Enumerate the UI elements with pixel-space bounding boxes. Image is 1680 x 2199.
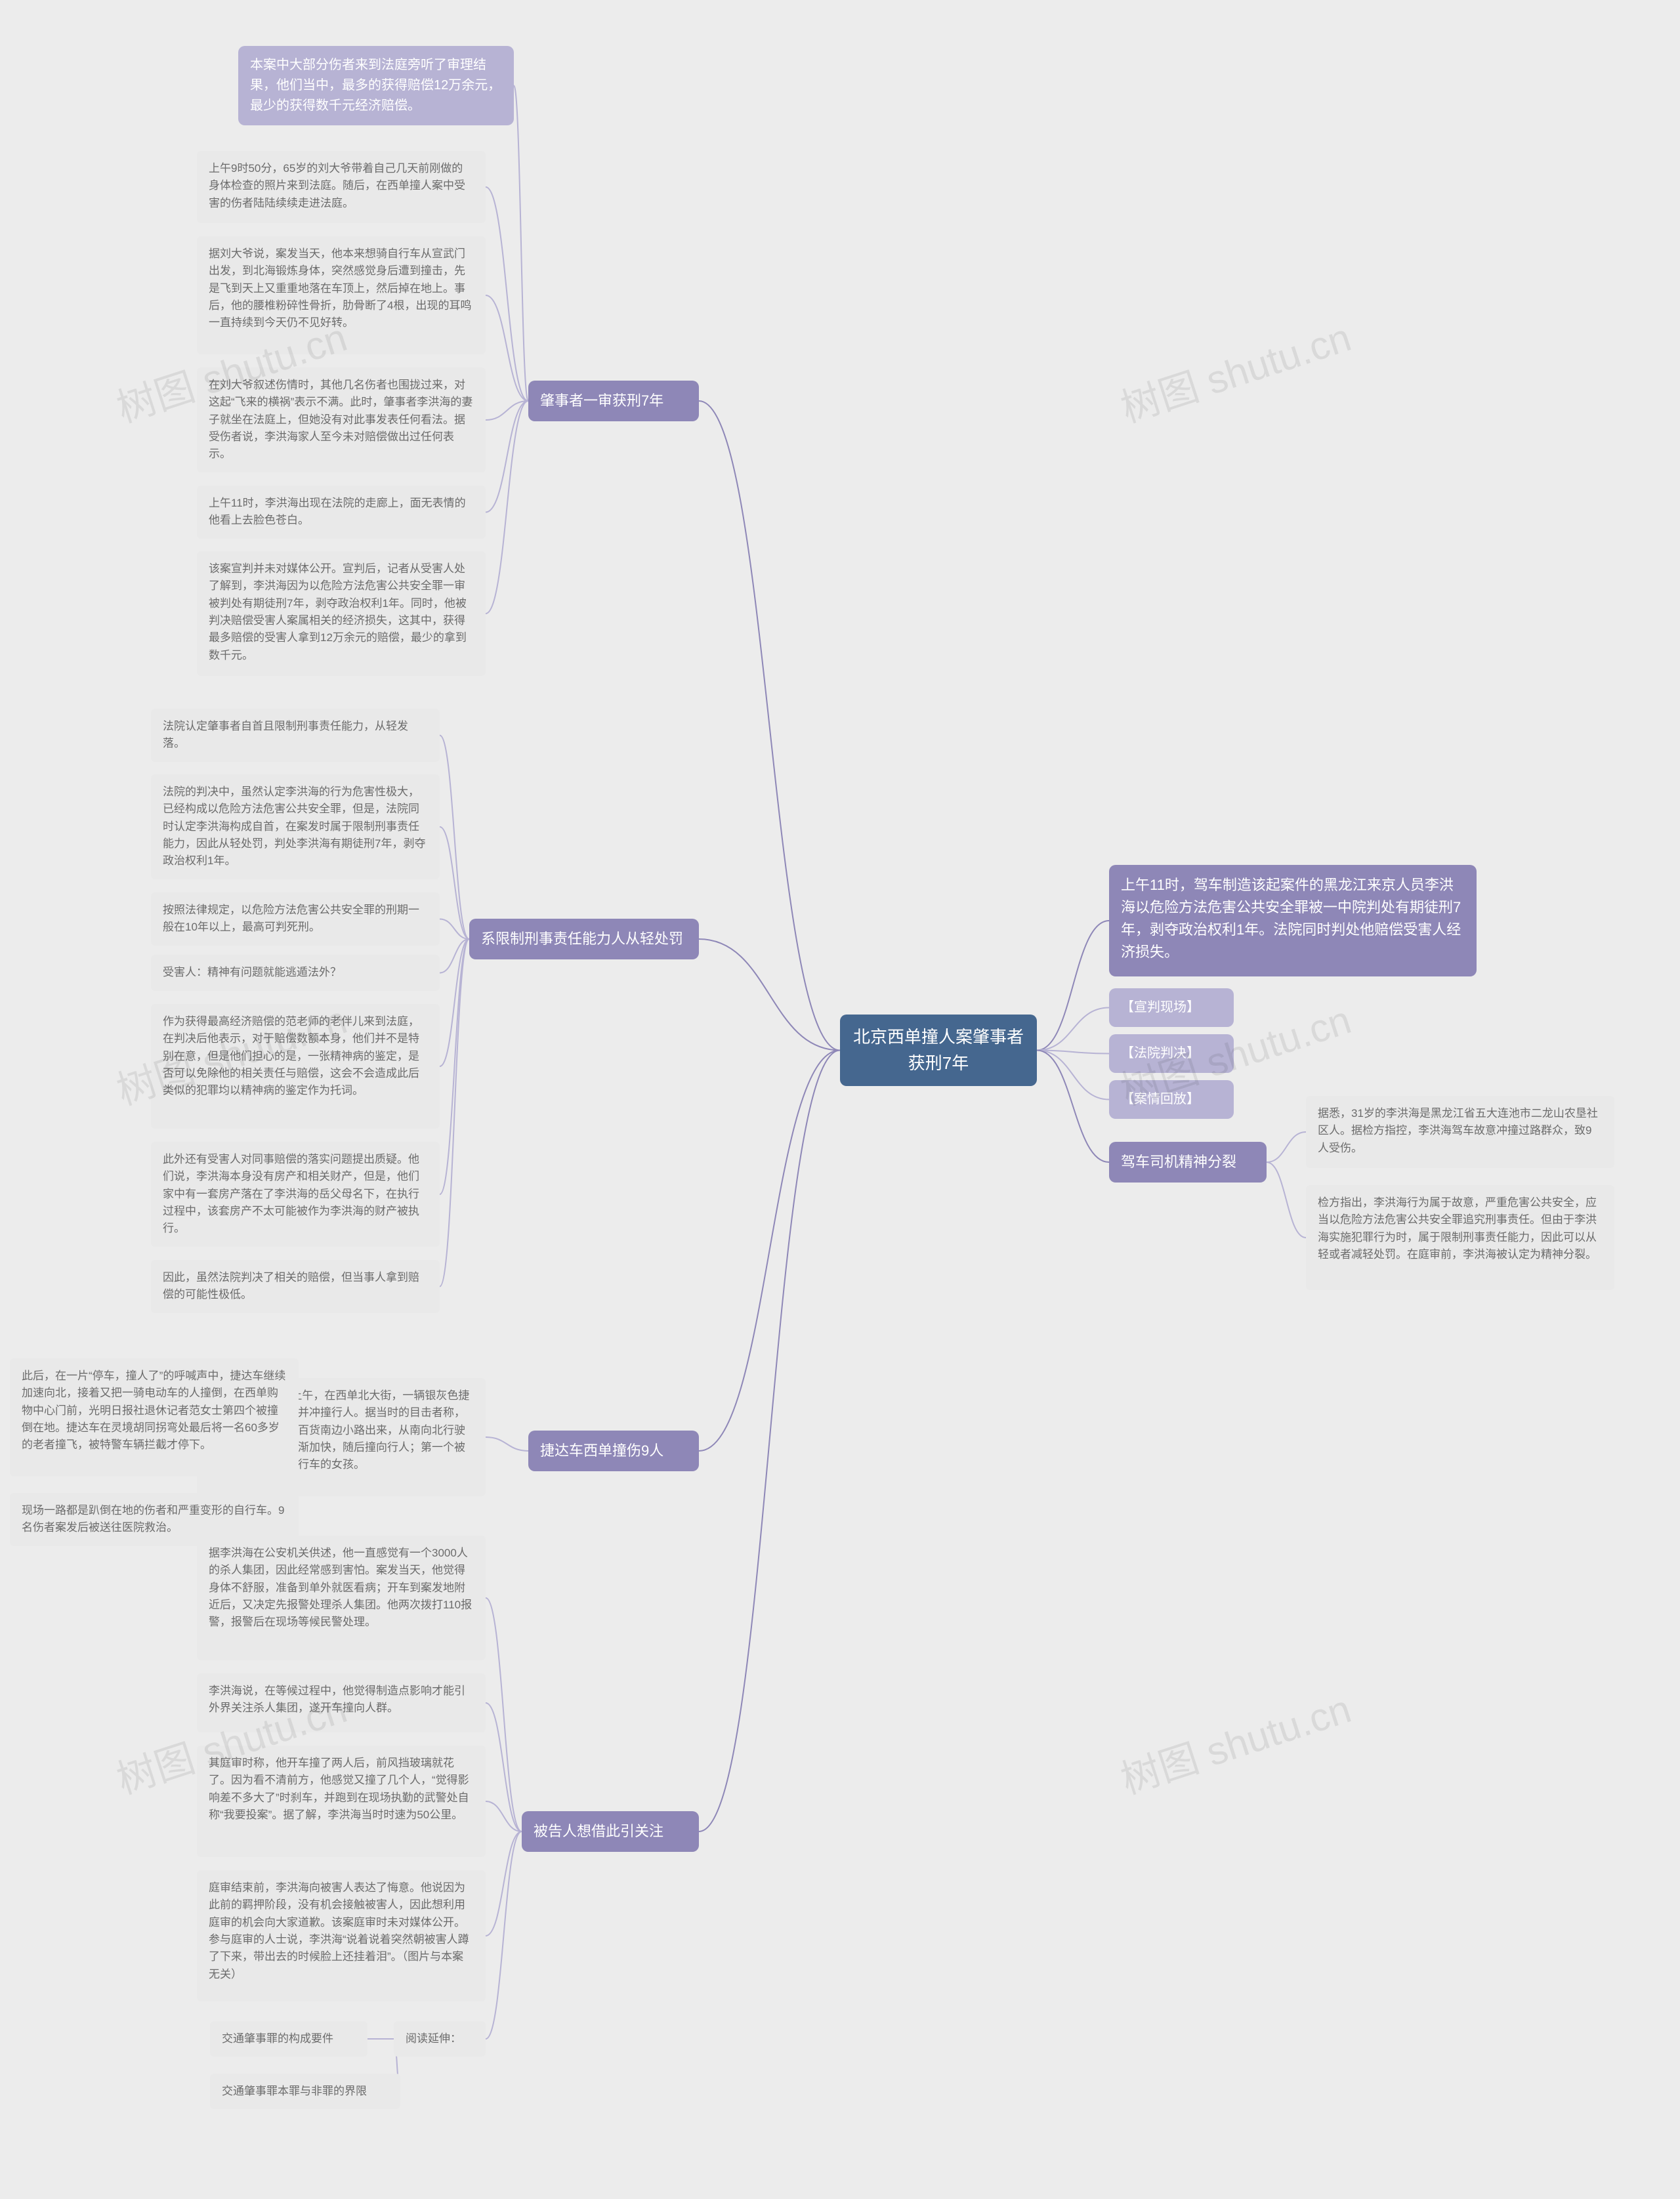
node-l4f: 交通肇事罪的构成要件 xyxy=(210,2021,368,2057)
node-text-l2f: 此外还有受害人对同事赔偿的落实问题提出质疑。他们说，李洪海本身没有房产和相关财产… xyxy=(163,1153,419,1234)
node-text-r5a: 据悉，31岁的李洪海是黑龙江省五大连池市二龙山农垦社区人。据检方指控，李洪海驾车… xyxy=(1318,1107,1598,1154)
node-r5: 驾车司机精神分裂 xyxy=(1109,1142,1267,1183)
node-text-l2a: 法院认定肇事者自首且限制刑事责任能力，从轻发落。 xyxy=(163,720,408,749)
node-text-r5b: 检方指出，李洪海行为属于故意，严重危害公共安全，应当以危险方法危害公共安全罪追究… xyxy=(1318,1196,1597,1261)
node-l1top: 本案中大部分伤者来到法庭旁听了审理结果，他们当中，最多的获得赔偿12万余元，最少… xyxy=(238,46,514,125)
node-l4a: 据李洪海在公安机关供述，他一直感觉有一个3000人的杀人集团，因此经常感到害怕。… xyxy=(197,1536,486,1660)
node-text-l1a: 上午9时50分，65岁的刘大爷带着自己几天前刚做的身体检查的照片来到法庭。随后，… xyxy=(209,162,465,209)
node-r2: 【宣判现场】 xyxy=(1109,988,1234,1027)
node-text-l3c: 现场一路都是趴倒在地的伤者和严重变形的自行车。9名伤者案发后被送往医院救治。 xyxy=(22,1504,284,1534)
node-l4d: 庭审结束前，李洪海向被害人表达了悔意。他说因为此前的羁押阶段，没有机会接触被害人… xyxy=(197,1870,486,2001)
node-l3b: 此后，在一片“停车，撞人了”的呼喊声中，捷达车继续加速向北，接着又把一骑电动车的… xyxy=(10,1358,299,1476)
node-l1c: 在刘大爷叙述伤情时，其他几名伤者也围拢过来，对这起“飞来的横祸”表示不满。此时，… xyxy=(197,367,486,472)
node-text-l1d: 上午11时，李洪海出现在法院的走廊上，面无表情的他看上去脸色苍白。 xyxy=(209,497,466,526)
watermark-5: 树图 shutu.cn xyxy=(1112,1677,1357,1805)
node-l2: 系限制刑事责任能力人从轻处罚 xyxy=(469,919,699,959)
node-l4: 被告人想借此引关注 xyxy=(522,1811,699,1852)
node-l2g: 因此，虽然法院判决了相关的赔偿，但当事人拿到赔偿的可能性极低。 xyxy=(151,1260,440,1313)
node-text-r1: 上午11时，驾车制造该起案件的黑龙江来京人员李洪海以危险方法危害公共安全罪被一中… xyxy=(1121,877,1461,960)
node-text-l1top: 本案中大部分伤者来到法庭旁听了审理结果，他们当中，最多的获得赔偿12万余元，最少… xyxy=(250,58,501,113)
node-text-l1c: 在刘大爷叙述伤情时，其他几名伤者也围拢过来，对这起“飞来的横祸”表示不满。此时，… xyxy=(209,379,472,460)
node-l2d: 受害人：精神有问题就能逃遁法外？ xyxy=(151,955,440,991)
node-l2c: 按照法律规定，以危险方法危害公共安全罪的刑期一般在10年以上，最高可判死刑。 xyxy=(151,892,440,946)
node-text-l4g: 交通肇事罪本罪与非罪的界限 xyxy=(222,2085,367,2097)
watermark-1: 树图 shutu.cn xyxy=(1112,306,1357,434)
node-l2b: 法院的判决中，虽然认定李洪海的行为危害性极大，已经构成以危险方法危害公共安全罪，… xyxy=(151,774,440,879)
node-text-l4d: 庭审结束前，李洪海向被害人表达了悔意。他说因为此前的羁押阶段，没有机会接触被害人… xyxy=(209,1881,469,1980)
node-l4g: 交通肇事罪本罪与非罪的界限 xyxy=(210,2074,400,2109)
node-r1: 上午11时，驾车制造该起案件的黑龙江来京人员李洪海以危险方法危害公共安全罪被一中… xyxy=(1109,865,1477,976)
node-text-r5: 驾车司机精神分裂 xyxy=(1121,1154,1236,1170)
node-l1a: 上午9时50分，65岁的刘大爷带着自己几天前刚做的身体检查的照片来到法庭。随后，… xyxy=(197,151,486,223)
node-text-r4: 【案情回放】 xyxy=(1121,1092,1200,1106)
node-r5b: 检方指出，李洪海行为属于故意，严重危害公共安全，应当以危险方法危害公共安全罪追究… xyxy=(1306,1185,1614,1290)
node-text-r3: 【法院判决】 xyxy=(1121,1046,1200,1060)
node-text-l1b: 据刘大爷说，案发当天，他本来想骑自行车从宣武门出发，到北海锻炼身体，突然感觉身后… xyxy=(209,247,471,329)
node-text-l2c: 按照法律规定，以危险方法危害公共安全罪的刑期一般在10年以上，最高可判死刑。 xyxy=(163,904,419,933)
node-text-l1: 肇事者一审获刑7年 xyxy=(540,392,663,409)
node-text-l3: 捷达车西单撞伤9人 xyxy=(540,1442,663,1459)
node-text-l4a: 据李洪海在公安机关供述，他一直感觉有一个3000人的杀人集团，因此经常感到害怕。… xyxy=(209,1547,472,1628)
node-l4b: 李洪海说，在等候过程中，他觉得制造点影响才能引外界关注杀人集团，遂开车撞向人群。 xyxy=(197,1673,486,1732)
node-l1: 肇事者一审获刑7年 xyxy=(528,381,699,421)
node-text-l4: 被告人想借此引关注 xyxy=(534,1823,663,1839)
node-text-l4e: 阅读延伸： xyxy=(406,2032,461,2045)
node-l2f: 此外还有受害人对同事赔偿的落实问题提出质疑。他们说，李洪海本身没有房产和相关财产… xyxy=(151,1142,440,1247)
node-text-l2: 系限制刑事责任能力人从轻处罚 xyxy=(481,931,683,947)
node-text-l2d: 受害人：精神有问题就能逃遁法外？ xyxy=(163,966,341,978)
node-text-l1e: 该案宣判并未对媒体公开。宣判后，记者从受害人处了解到，李洪海因为以危险方法危害公… xyxy=(209,562,467,661)
node-r3: 【法院判决】 xyxy=(1109,1034,1234,1073)
node-r4: 【案情回放】 xyxy=(1109,1080,1234,1119)
node-text-r2: 【宣判现场】 xyxy=(1121,1000,1200,1015)
node-l2e: 作为获得最高经济赔偿的范老师的老伴儿来到法庭，在判决后他表示，对于赔偿数额本身，… xyxy=(151,1004,440,1129)
node-r5a: 据悉，31岁的李洪海是黑龙江省五大连池市二龙山农垦社区人。据检方指控，李洪海驾车… xyxy=(1306,1096,1614,1168)
node-text-l3b: 此后，在一片“停车，撞人了”的呼喊声中，捷达车继续加速向北，接着又把一骑电动车的… xyxy=(22,1370,285,1451)
node-l1b: 据刘大爷说，案发当天，他本来想骑自行车从宣武门出发，到北海锻炼身体，突然感觉身后… xyxy=(197,236,486,354)
node-root: 北京西单撞人案肇事者获刑7年 xyxy=(840,1015,1037,1086)
node-text-l4f: 交通肇事罪的构成要件 xyxy=(222,2032,333,2045)
node-text-l2b: 法院的判决中，虽然认定李洪海的行为危害性极大，已经构成以危险方法危害公共安全罪，… xyxy=(163,785,425,867)
node-l1e: 该案宣判并未对媒体公开。宣判后，记者从受害人处了解到，李洪海因为以危险方法危害公… xyxy=(197,551,486,676)
node-text-l4c: 其庭审时称，他开车撞了两人后，前风挡玻璃就花了。因为看不清前方，他感觉又撞了几个… xyxy=(209,1757,469,1821)
node-text-root: 北京西单撞人案肇事者获刑7年 xyxy=(853,1027,1024,1073)
node-l1d: 上午11时，李洪海出现在法院的走廊上，面无表情的他看上去脸色苍白。 xyxy=(197,486,486,539)
node-text-l4b: 李洪海说，在等候过程中，他觉得制造点影响才能引外界关注杀人集团，遂开车撞向人群。 xyxy=(209,1685,465,1714)
node-l4c: 其庭审时称，他开车撞了两人后，前风挡玻璃就花了。因为看不清前方，他感觉又撞了几个… xyxy=(197,1746,486,1857)
node-l4e: 阅读延伸： xyxy=(394,2021,486,2057)
node-text-l2g: 因此，虽然法院判决了相关的赔偿，但当事人拿到赔偿的可能性极低。 xyxy=(163,1271,419,1301)
node-text-l2e: 作为获得最高经济赔偿的范老师的老伴儿来到法庭，在判决后他表示，对于赔偿数额本身，… xyxy=(163,1015,419,1097)
node-l2a: 法院认定肇事者自首且限制刑事责任能力，从轻发落。 xyxy=(151,709,440,762)
canvas: 北京西单撞人案肇事者获刑7年 上午11时，驾车制造该起案件的黑龙江来京人员李洪海以… xyxy=(0,0,1680,2199)
node-l3: 捷达车西单撞伤9人 xyxy=(528,1431,699,1471)
